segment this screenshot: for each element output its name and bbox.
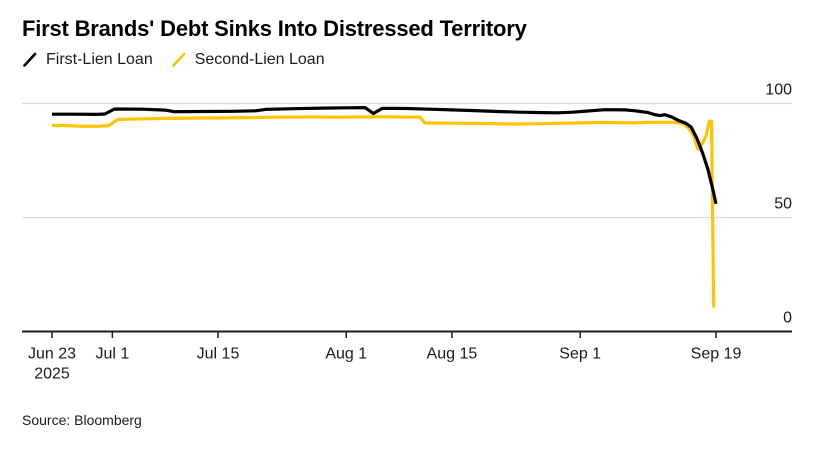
series-line-second-lien-loan bbox=[51, 115, 716, 308]
x-tick-label: Aug 15 bbox=[427, 346, 478, 363]
x-tick-label: Jun 23 bbox=[28, 346, 76, 363]
first-lien-line-icon bbox=[23, 52, 37, 67]
x-tick-label: Sep 1 bbox=[559, 346, 601, 363]
x-tick-label: Jul 1 bbox=[95, 346, 129, 363]
x-tick-sublabel: 2025 bbox=[34, 366, 70, 383]
legend-item-second-lien[interactable]: Second-Lien Loan bbox=[171, 51, 325, 69]
y-tick-label: 50 bbox=[774, 196, 792, 213]
x-tick-label: Jul 15 bbox=[197, 346, 240, 363]
y-tick-label: 0 bbox=[783, 310, 792, 327]
legend-label-second-lien: Second-Lien Loan bbox=[194, 51, 325, 68]
x-tick-label: Sep 19 bbox=[691, 346, 742, 363]
legend-item-first-lien[interactable]: First-Lien Loan bbox=[22, 51, 153, 69]
legend-label-first-lien: First-Lien Loan bbox=[46, 51, 153, 68]
source-note: Source: Bloomberg bbox=[22, 412, 142, 428]
x-tick-label: Aug 1 bbox=[325, 346, 367, 363]
second-lien-line-icon bbox=[171, 52, 186, 67]
y-tick-label: 100 bbox=[765, 82, 792, 99]
legend: First-Lien Loan Second-Lien Loan bbox=[22, 51, 325, 69]
series-line-first-lien-loan bbox=[52, 105, 718, 205]
chart-title: First Brands' Debt Sinks Into Distressed… bbox=[22, 16, 527, 41]
